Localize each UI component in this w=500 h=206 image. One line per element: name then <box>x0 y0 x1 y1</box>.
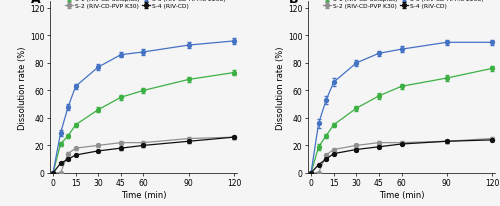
Text: B: B <box>290 0 299 6</box>
Text: A: A <box>32 0 41 6</box>
X-axis label: Time (min): Time (min) <box>120 190 166 199</box>
Y-axis label: Dissolution rate (%): Dissolution rate (%) <box>18 46 27 129</box>
Legend: S-1 (RIV-CD-Soluplus), S-2 (RIV-CD-PVP K30), S-3 (RIV-CD-HPMC 2208), S-4 (RIV-CD: S-1 (RIV-CD-Soluplus), S-2 (RIV-CD-PVP K… <box>62 0 228 11</box>
Y-axis label: Dissolution rate (%): Dissolution rate (%) <box>276 46 285 129</box>
X-axis label: Time (min): Time (min) <box>379 190 424 199</box>
Legend: S-1 (RIV-CD-Soluplus), S-2 (RIV-CD-PVP K30), S-3 (RIV-CD-HPMC 2208), S-4 (RIV-CD: S-1 (RIV-CD-Soluplus), S-2 (RIV-CD-PVP K… <box>320 0 486 11</box>
